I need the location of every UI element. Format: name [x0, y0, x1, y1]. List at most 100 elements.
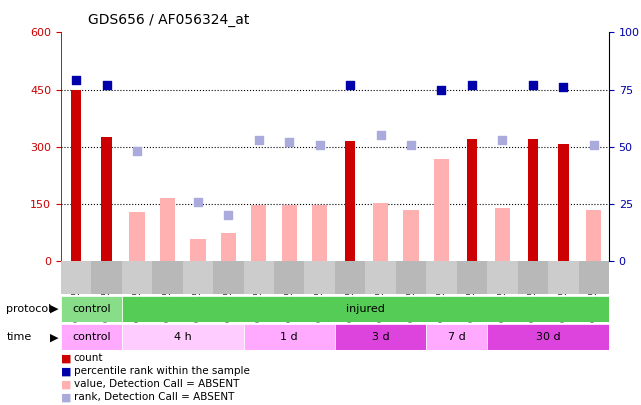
Bar — [122, 261, 153, 294]
Point — [497, 137, 508, 143]
Bar — [396, 32, 426, 261]
Bar — [274, 261, 304, 294]
Bar — [71, 90, 81, 261]
Bar — [373, 203, 388, 261]
Bar — [61, 261, 92, 294]
Bar — [365, 261, 396, 294]
Text: rank, Detection Call = ABSENT: rank, Detection Call = ABSENT — [74, 392, 234, 402]
Text: 30 d: 30 d — [536, 332, 560, 342]
Text: ■: ■ — [61, 354, 71, 363]
Bar — [345, 141, 356, 261]
Text: time: time — [6, 333, 31, 342]
Bar — [221, 232, 236, 261]
Text: injured: injured — [346, 304, 385, 314]
Point — [345, 82, 355, 88]
Bar — [274, 32, 304, 261]
Bar — [487, 32, 518, 261]
Bar — [183, 32, 213, 261]
Point — [558, 84, 569, 91]
Bar — [548, 261, 578, 294]
Bar — [495, 208, 510, 261]
Text: ■: ■ — [61, 392, 71, 402]
Bar — [122, 296, 609, 322]
Bar — [558, 144, 569, 261]
Bar — [183, 261, 213, 294]
Bar — [61, 32, 92, 261]
Point — [406, 141, 416, 148]
Point — [284, 139, 294, 145]
Bar — [92, 32, 122, 261]
Bar — [312, 205, 328, 261]
Bar — [403, 210, 419, 261]
Bar — [153, 261, 183, 294]
Bar — [244, 324, 335, 350]
Bar — [487, 324, 609, 350]
Bar — [101, 137, 112, 261]
Bar — [153, 32, 183, 261]
Bar — [578, 32, 609, 261]
Bar — [92, 261, 122, 294]
Bar — [61, 324, 122, 350]
Text: ▶: ▶ — [50, 304, 58, 314]
Bar — [304, 261, 335, 294]
Bar — [244, 32, 274, 261]
Bar — [335, 32, 365, 261]
Bar — [456, 32, 487, 261]
Bar — [129, 212, 145, 261]
Bar — [396, 261, 426, 294]
Bar — [456, 261, 487, 294]
Bar — [426, 324, 487, 350]
Bar — [335, 324, 426, 350]
Point — [437, 86, 447, 93]
Bar — [548, 32, 578, 261]
Point — [254, 137, 264, 143]
Bar — [518, 261, 548, 294]
Bar — [213, 32, 244, 261]
Bar — [122, 32, 153, 261]
Text: 7 d: 7 d — [448, 332, 465, 342]
Bar — [304, 32, 335, 261]
Text: control: control — [72, 332, 111, 342]
Bar — [578, 261, 609, 294]
Bar — [251, 205, 267, 261]
Point — [101, 82, 112, 88]
Text: value, Detection Call = ABSENT: value, Detection Call = ABSENT — [74, 379, 239, 389]
Bar — [426, 261, 456, 294]
Text: count: count — [74, 354, 103, 363]
Text: ▶: ▶ — [50, 333, 58, 342]
Point — [132, 148, 142, 155]
Bar — [335, 261, 365, 294]
Bar — [528, 139, 538, 261]
Text: GDS656 / AF056324_at: GDS656 / AF056324_at — [88, 13, 250, 27]
Point — [193, 198, 203, 205]
Bar — [365, 32, 396, 261]
Bar — [467, 139, 478, 261]
Text: control: control — [72, 304, 111, 314]
Bar — [244, 261, 274, 294]
Point — [376, 132, 386, 139]
Bar — [281, 205, 297, 261]
Bar — [586, 210, 601, 261]
Point — [528, 82, 538, 88]
Point — [467, 82, 477, 88]
Text: ■: ■ — [61, 367, 71, 376]
Bar — [61, 296, 122, 322]
Text: 4 h: 4 h — [174, 332, 192, 342]
Text: ■: ■ — [61, 379, 71, 389]
Bar — [434, 159, 449, 261]
Bar — [190, 239, 206, 261]
Point — [588, 141, 599, 148]
Text: 3 d: 3 d — [372, 332, 389, 342]
Point — [71, 77, 81, 84]
Bar — [213, 261, 244, 294]
Bar — [518, 32, 548, 261]
Text: 1 d: 1 d — [281, 332, 298, 342]
Point — [315, 141, 325, 148]
Bar — [487, 261, 518, 294]
Point — [223, 212, 233, 219]
Bar — [122, 324, 244, 350]
Bar — [160, 198, 175, 261]
Text: percentile rank within the sample: percentile rank within the sample — [74, 367, 249, 376]
Text: protocol: protocol — [6, 304, 52, 314]
Bar — [426, 32, 456, 261]
